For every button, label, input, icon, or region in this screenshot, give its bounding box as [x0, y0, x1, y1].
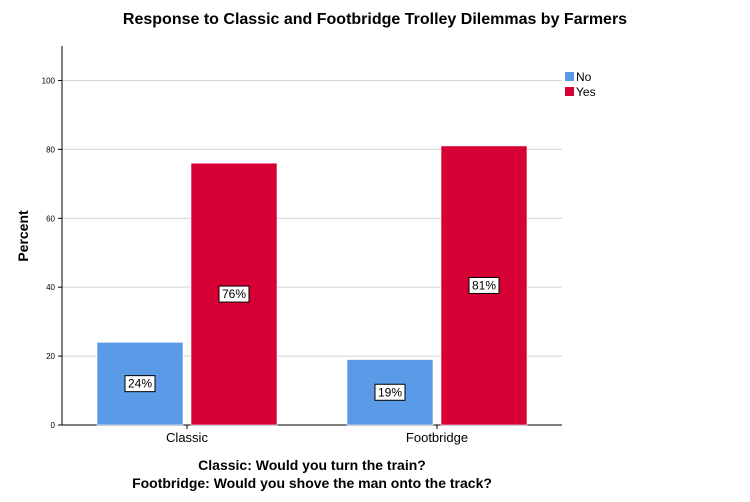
legend-swatch-no — [565, 72, 574, 81]
x-axis-title-line-1: Classic: Would you turn the train? — [198, 457, 426, 473]
data-label-box — [468, 276, 500, 294]
data-label: 19% — [378, 385, 402, 399]
y-tick-label: 100 — [42, 76, 56, 85]
y-tick-label: 0 — [51, 421, 56, 430]
y-tick-label: 40 — [46, 283, 55, 292]
legend-label-no: No — [576, 70, 592, 84]
legend-swatch-yes — [565, 87, 574, 96]
data-label: 81% — [472, 278, 496, 292]
chart-title: Response to Classic and Footbridge Troll… — [123, 11, 627, 28]
data-label: 24% — [128, 377, 152, 391]
data-label-box — [218, 285, 250, 303]
data-label-box — [124, 375, 156, 393]
y-tick-label: 20 — [46, 352, 55, 361]
category-label: Footbridge — [406, 430, 468, 445]
x-axis-title-line-2: Footbridge: Would you shove the man onto… — [132, 475, 492, 491]
bars — [96, 145, 528, 426]
y-axis-ticks: 0 20 40 60 80 100 — [42, 76, 62, 430]
category-labels: Classic Footbridge — [166, 425, 468, 445]
legend-label-yes: Yes — [576, 85, 596, 99]
y-tick-label: 80 — [46, 145, 55, 154]
y-tick-label: 60 — [46, 214, 55, 223]
data-label: 76% — [222, 287, 246, 301]
y-axis-title: Percent — [15, 210, 31, 262]
data-labels: 24% 76% 19% 81% — [124, 276, 500, 401]
data-label-box — [374, 383, 406, 401]
category-label: Classic — [166, 430, 208, 445]
